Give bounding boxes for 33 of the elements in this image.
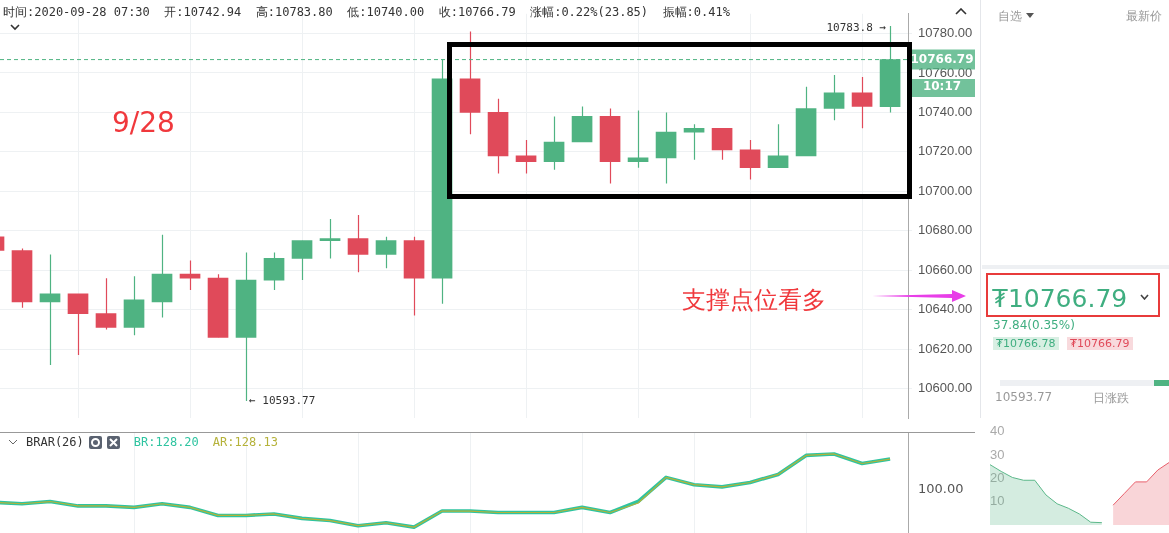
- y-tick-label: 10620.00: [918, 340, 973, 356]
- y-tick-label: 10600.00: [918, 380, 973, 396]
- chart-title: BRAR(26): [26, 435, 84, 449]
- annotation: 支撑点位看多: [682, 285, 826, 316]
- y-tick-label: 30: [990, 446, 1005, 462]
- text: ₮10766.79: [1067, 337, 1133, 350]
- annotation: 9/28: [112, 106, 175, 139]
- text: ₮10766.79: [992, 284, 1128, 313]
- text: 自选: [998, 8, 1022, 25]
- chart-title: 时间:2020-09-28 07:30 开:10742.94 高:10783.80 低:10740.00 收:10766.79 涨幅:0.22%(23.85) 振幅:0.41%: [3, 4, 730, 21]
- y-tick-label: 10740.00: [918, 104, 973, 120]
- text: 10:17: [909, 79, 975, 97]
- y-tick-label: 10640.00: [918, 301, 973, 317]
- y-tick-label: 10680.00: [918, 222, 973, 238]
- text: 37.84(0.35%): [993, 318, 1075, 332]
- text: 100.00: [918, 481, 964, 496]
- text: ₮10766.78: [993, 337, 1059, 350]
- ref-line-label: 10766.79: [910, 51, 974, 66]
- y-tick-label: 40: [990, 423, 1005, 439]
- y-tick-label: 10700.00: [918, 182, 973, 198]
- text: BR:128.20: [133, 435, 199, 449]
- y-tick-label: 10760.00: [918, 64, 973, 80]
- y-tick-label: 10780.00: [918, 25, 973, 41]
- y-tick-label: 10660.00: [918, 261, 973, 277]
- text: AR:128.13: [212, 435, 278, 449]
- text: 最新价: [1126, 8, 1162, 25]
- text: 日涨跌: [1093, 390, 1129, 407]
- annotation: ← 10593.77: [249, 393, 316, 407]
- y-tick-label: 10720.00: [918, 143, 973, 159]
- y-tick-label: 20: [990, 469, 1005, 485]
- text: 10593.77: [995, 390, 1053, 404]
- annotation: 10783.8 →: [826, 20, 887, 34]
- y-tick-label: 10: [990, 493, 1005, 509]
